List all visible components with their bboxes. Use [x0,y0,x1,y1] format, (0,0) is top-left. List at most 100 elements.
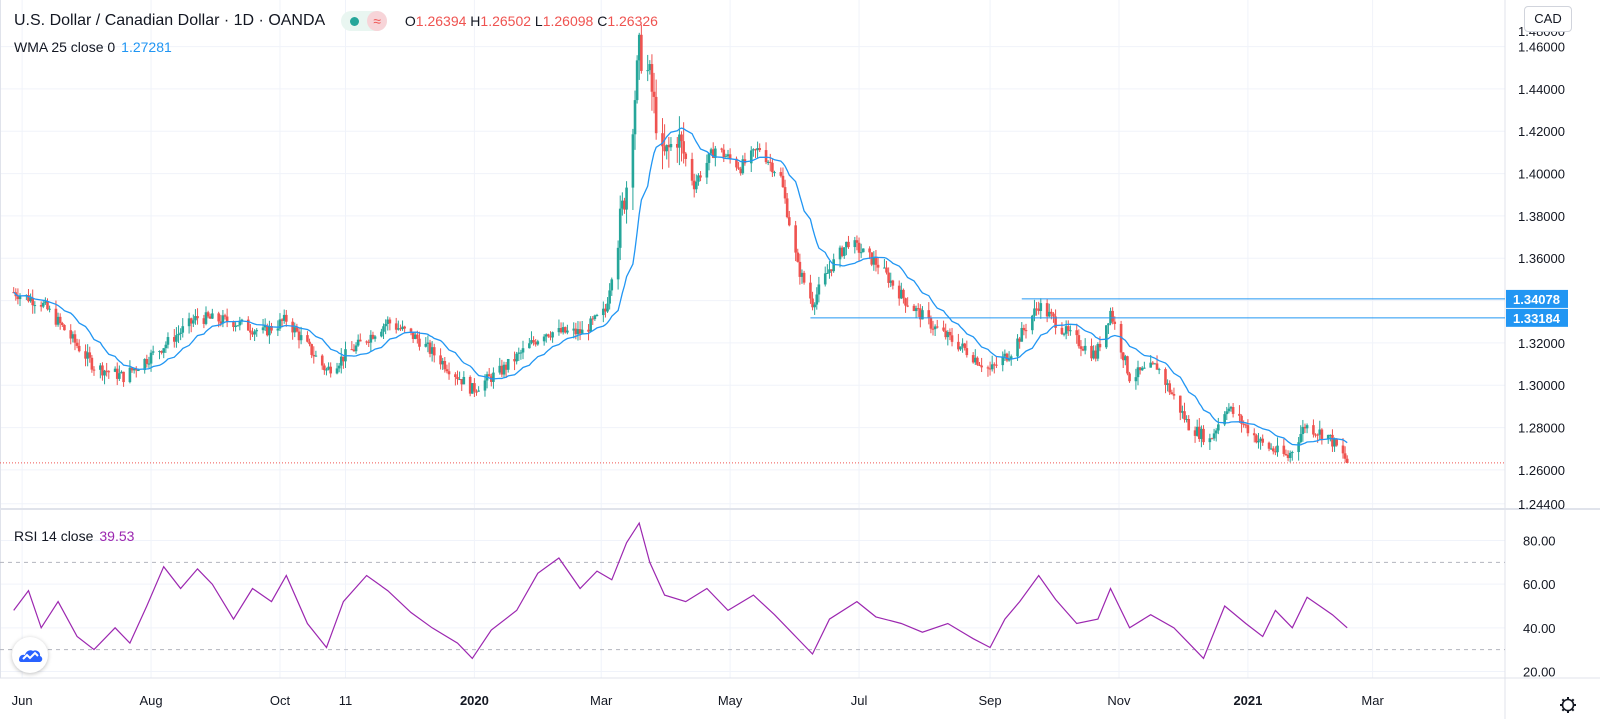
candle-body [1134,377,1138,382]
candle-body [946,331,950,338]
wma-legend[interactable]: WMA 25 close 0 1.27281 [14,39,172,55]
candle-body [413,334,417,339]
candle-body [382,326,385,332]
price-tick-label: 1.28000 [1518,421,1565,436]
hline-price-tag [1506,308,1568,327]
settings-gear-icon[interactable] [1560,697,1576,713]
candle-body [840,247,844,256]
candle-body [728,154,732,159]
gear-tooth [1561,698,1565,702]
candle-body [46,301,49,310]
candle-body [314,355,318,357]
candle-body [1060,327,1064,334]
candle-body [959,346,962,350]
hline-price-tag [1506,289,1568,308]
candle-body [845,241,848,248]
candle-body [130,367,134,371]
candle-body [1257,441,1260,443]
candle-body [1244,424,1248,426]
candle-body [101,365,104,376]
candle-body [853,240,857,248]
candle-body [1066,326,1070,331]
candle-body [206,312,210,317]
time-tick-label: May [718,693,743,708]
candle-body [722,149,726,158]
candle-body [312,354,316,357]
candle-body [1007,358,1011,361]
candle-body [1259,438,1262,442]
candle-body [462,376,466,385]
candle-body [137,370,140,372]
candle-body [253,331,256,335]
candle-body [1050,311,1053,314]
candle-body [640,34,643,71]
candle-body [56,316,60,325]
candle-body [741,159,745,174]
candle-body [1197,426,1201,439]
candle-body [1075,330,1079,336]
rsi-legend[interactable]: RSI 14 close 39.53 [14,528,134,544]
candle-body [1229,407,1233,409]
candle-body [1181,411,1184,413]
candle-body [1033,308,1036,316]
candle-body [809,282,812,299]
candle-body [386,319,390,324]
candle-body [1231,407,1235,414]
candle-body [1343,453,1347,459]
candle-body [709,149,713,154]
candle-body [859,252,863,254]
candle-body [71,334,75,339]
candle-body [830,269,833,272]
time-tick-label: Aug [139,693,162,708]
candle-body [105,370,108,372]
candle-body [1225,411,1229,415]
candle-body [978,364,981,366]
candle-body [1195,426,1199,436]
candle-body [711,149,715,158]
candle-body [1143,367,1146,369]
price-tick-label: 1.32000 [1518,336,1565,351]
candle-body [342,356,345,362]
candle-body [1223,414,1226,425]
candle-body [1164,369,1167,385]
logo-cloud-icon [19,650,43,662]
candle-body [221,315,225,324]
candle-body [1136,367,1140,378]
candle-body [986,367,990,369]
candle-body [1318,429,1322,435]
candle-body [1210,438,1214,440]
candle-body [1282,445,1286,454]
tradingview-logo[interactable] [12,637,48,673]
candle-body [483,380,487,391]
price-tick-label: 1.36000 [1518,251,1565,266]
candle-body [145,359,149,364]
candle-body [179,332,182,334]
candle-body [1045,303,1049,317]
candle-body [1172,393,1176,396]
candle-body [900,289,903,299]
high-value: 1.26502 [480,13,532,29]
candle-body [720,148,723,150]
candle-body [73,334,77,343]
ohlc-values: O1.26394 H1.26502 L1.26098 C1.26326 [405,13,658,29]
candle-body [965,348,969,356]
time-tick-label: Jun [12,693,33,708]
candle-body [990,364,994,370]
candle-body [976,357,979,365]
candle-body [424,343,428,347]
candle-body [325,369,328,371]
candle-body [1064,326,1068,334]
currency-button[interactable]: CAD [1524,6,1572,32]
candle-body [608,290,611,304]
symbol-title[interactable]: U.S. Dollar / Canadian Dollar · 1D · OAN… [14,12,326,29]
time-tick-label: Mar [590,693,613,708]
candle-body [933,326,937,330]
candle-body [418,338,421,347]
candle-body [1079,346,1083,349]
candle-body [196,316,199,319]
candle-body [739,168,742,174]
candle-body [219,321,223,324]
market-status-pill[interactable]: ≈ [341,11,387,31]
